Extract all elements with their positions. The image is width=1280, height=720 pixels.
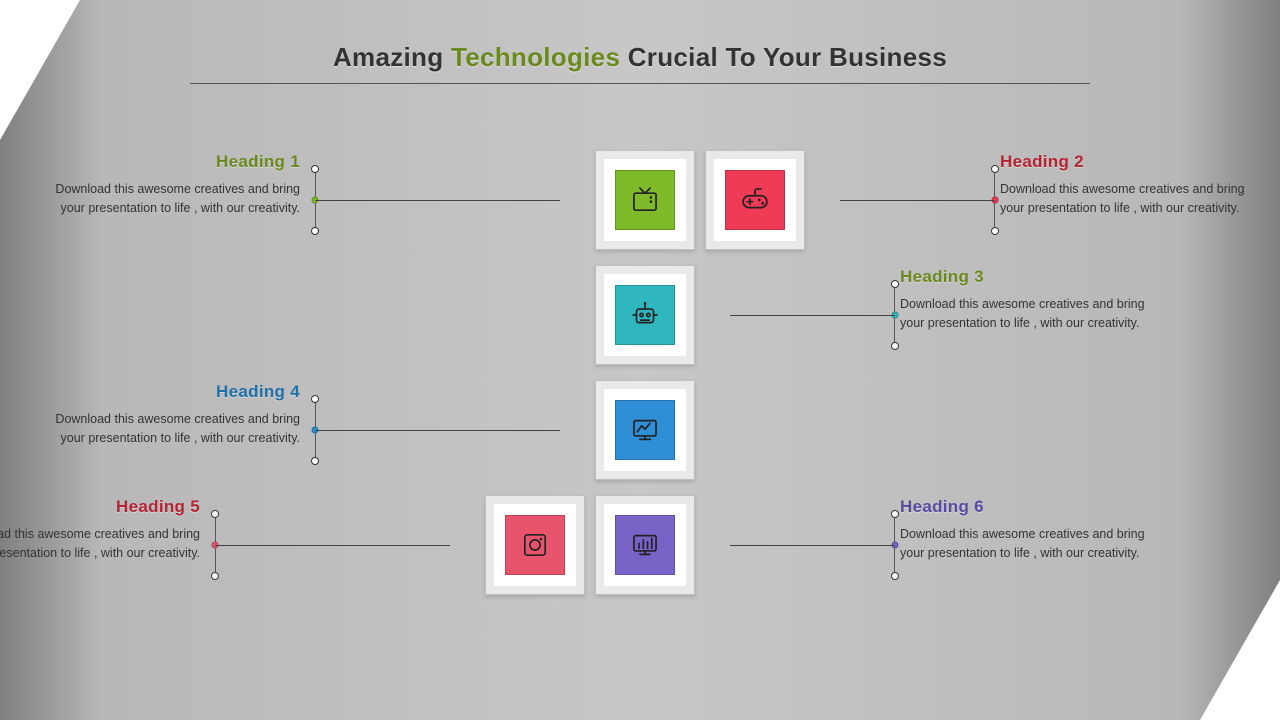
desc-1: Download this awesome creatives and brin… — [40, 180, 300, 219]
connector-3 — [730, 285, 895, 345]
tile-monitor — [595, 380, 695, 480]
text-block-1: Heading 1 Download this awesome creatives… — [40, 152, 300, 219]
tv-icon — [615, 170, 675, 230]
text-block-3: Heading 3 Download this awesome creatives… — [900, 267, 1160, 334]
heading-2: Heading 2 — [1000, 152, 1260, 172]
text-block-5: Heading 5 Download this awesome creatives… — [0, 497, 200, 564]
tile-robot — [595, 265, 695, 365]
text-block-4: Heading 4 Download this awesome creatives… — [40, 382, 300, 449]
connector-2 — [840, 170, 995, 230]
desc-6: Download this awesome creatives and brin… — [900, 525, 1160, 564]
connector-4 — [315, 400, 560, 460]
desc-3: Download this awesome creatives and brin… — [900, 295, 1160, 334]
text-block-6: Heading 6 Download this awesome creatives… — [900, 497, 1160, 564]
gamepad-icon — [725, 170, 785, 230]
tile-tv — [595, 150, 695, 250]
heading-1: Heading 1 — [40, 152, 300, 172]
heading-5: Heading 5 — [0, 497, 200, 517]
title-post: Crucial To Your Business — [628, 42, 947, 72]
title-underline — [190, 83, 1090, 84]
chart-icon — [615, 515, 675, 575]
page-title: Amazing Technologies Crucial To Your Bus… — [190, 42, 1090, 73]
title-wrap: Amazing Technologies Crucial To Your Bus… — [190, 42, 1090, 84]
corner-bottom-right — [1200, 580, 1280, 720]
title-pre: Amazing — [333, 42, 443, 72]
text-block-2: Heading 2 Download this awesome creatives… — [1000, 152, 1260, 219]
tile-chart — [595, 495, 695, 595]
heading-3: Heading 3 — [900, 267, 1160, 287]
desc-4: Download this awesome creatives and brin… — [40, 410, 300, 449]
connector-5 — [215, 515, 450, 575]
tile-gamepad — [705, 150, 805, 250]
camera-icon — [505, 515, 565, 575]
connector-1 — [315, 170, 560, 230]
robot-icon — [615, 285, 675, 345]
monitor-icon — [615, 400, 675, 460]
heading-6: Heading 6 — [900, 497, 1160, 517]
slide: Amazing Technologies Crucial To Your Bus… — [0, 0, 1280, 720]
heading-4: Heading 4 — [40, 382, 300, 402]
desc-5: Download this awesome creatives and brin… — [0, 525, 200, 564]
title-accent: Technologies — [451, 42, 620, 72]
connector-6 — [730, 515, 895, 575]
tile-camera — [485, 495, 585, 595]
desc-2: Download this awesome creatives and brin… — [1000, 180, 1260, 219]
corner-top-left — [0, 0, 80, 140]
